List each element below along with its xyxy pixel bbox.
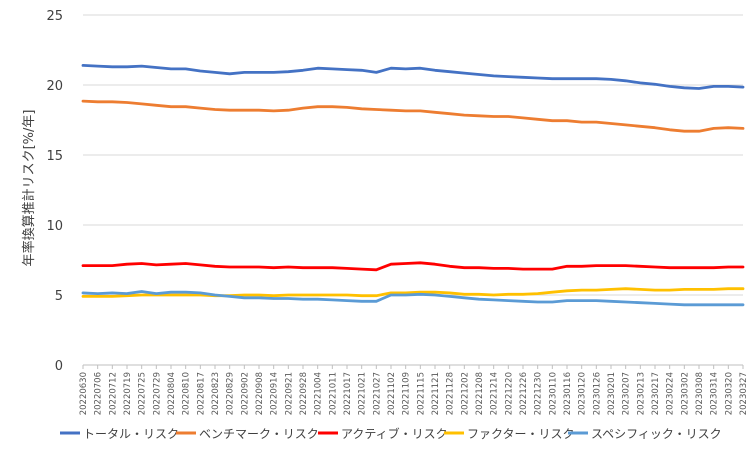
x-tick-label: 20230320 — [724, 372, 734, 415]
series-line-3 — [81, 287, 745, 298]
x-tick-label: 20220817 — [196, 372, 206, 415]
axes — [82, 364, 744, 369]
x-tick-label: 20221004 — [314, 372, 324, 415]
x-tick-label: 20220725 — [138, 372, 148, 415]
x-tick-label: 20221226 — [519, 372, 529, 415]
x-tick-label: 20221011 — [328, 372, 338, 415]
x-tick-label: 20230302 — [680, 372, 690, 415]
legend-label-2: アクティブ・リスク — [341, 426, 448, 441]
x-tick-label: 20221109 — [402, 372, 412, 415]
x-tick-label: 20221128 — [446, 372, 456, 415]
y-tick-label: 20 — [46, 79, 63, 94]
y-axis-label: 年率換算推計リスク[%/年] — [21, 110, 37, 267]
legend-label-0: トータル・リスク — [83, 427, 179, 441]
legend-label-3: ファクター・リスク — [467, 427, 575, 441]
legend-label-1: ベンチマーク・リスク — [199, 427, 319, 441]
x-tick-label: 20220712 — [108, 372, 118, 415]
x-tick-label: 20230213 — [636, 372, 646, 415]
x-tick-label: 20220729 — [152, 372, 162, 415]
y-tick-label: 5 — [55, 289, 63, 304]
x-tick-label: 20221214 — [490, 372, 500, 415]
series-line-4 — [81, 290, 745, 307]
x-tick-label: 20220630 — [79, 372, 89, 415]
x-tick-label: 20230201 — [607, 372, 617, 415]
x-tick-label: 20220804 — [167, 372, 177, 415]
x-tick-label: 20221115 — [416, 372, 426, 415]
x-tick-label: 20220928 — [299, 372, 309, 415]
x-tick-label: 20230217 — [651, 372, 661, 415]
y-tick-label: 10 — [46, 219, 63, 234]
x-tick-label: 20220908 — [255, 372, 265, 415]
x-tick-label: 20220706 — [94, 372, 104, 415]
x-tick-label: 20221121 — [431, 372, 441, 415]
x-tick-label: 20221202 — [460, 372, 470, 415]
x-tick-label: 20221208 — [475, 372, 485, 415]
x-tick-label: 20230224 — [666, 372, 676, 415]
series-line-2 — [81, 261, 745, 272]
x-tick-label: 20230207 — [622, 372, 632, 415]
y-tick-label: 25 — [46, 9, 63, 24]
series-line-1 — [81, 99, 745, 133]
x-tick-label: 20221102 — [387, 372, 397, 415]
legend-label-4: スペシフィック・リスク — [591, 427, 722, 441]
x-tick-label: 20221021 — [358, 372, 368, 415]
y-tick-label: 0 — [55, 359, 63, 374]
x-tick-label: 20220829 — [226, 372, 236, 415]
x-tick-label: 20230314 — [710, 372, 720, 415]
x-tick-label: 20230327 — [739, 372, 749, 415]
gridlines — [83, 14, 743, 296]
x-tick-label: 20230116 — [563, 372, 573, 415]
x-tick-label: 20230126 — [592, 372, 602, 415]
legend: トータル・リスク ベンチマーク・リスク アクティブ・リスク ファクター・リスク スペシフ… — [60, 426, 722, 441]
series-lines — [81, 64, 745, 307]
x-tick-label: 20221017 — [343, 372, 353, 415]
x-tick-label: 20221220 — [504, 372, 514, 415]
y-tick-label: 15 — [46, 149, 63, 164]
x-tick-label: 20220810 — [182, 372, 192, 415]
x-tick-label: 20230110 — [548, 372, 558, 415]
x-tick-label: 20221027 — [372, 372, 382, 415]
x-tick-label: 20230308 — [695, 372, 705, 415]
x-tick-labels: 20220630 20220706 20220712 20220719 20220725… — [79, 372, 749, 415]
series-line-0 — [81, 64, 745, 90]
x-tick-label: 20230120 — [578, 372, 588, 415]
x-tick-label: 20220921 — [284, 372, 294, 415]
x-tick-label: 20220902 — [240, 372, 250, 415]
x-tick-label: 20220914 — [270, 372, 280, 415]
x-tick-label: 20221230 — [534, 372, 544, 415]
y-tick-labels: 0 5 10 15 20 25 — [46, 9, 63, 374]
x-tick-label: 20220823 — [211, 372, 221, 415]
x-tick-label: 20220719 — [123, 372, 133, 415]
